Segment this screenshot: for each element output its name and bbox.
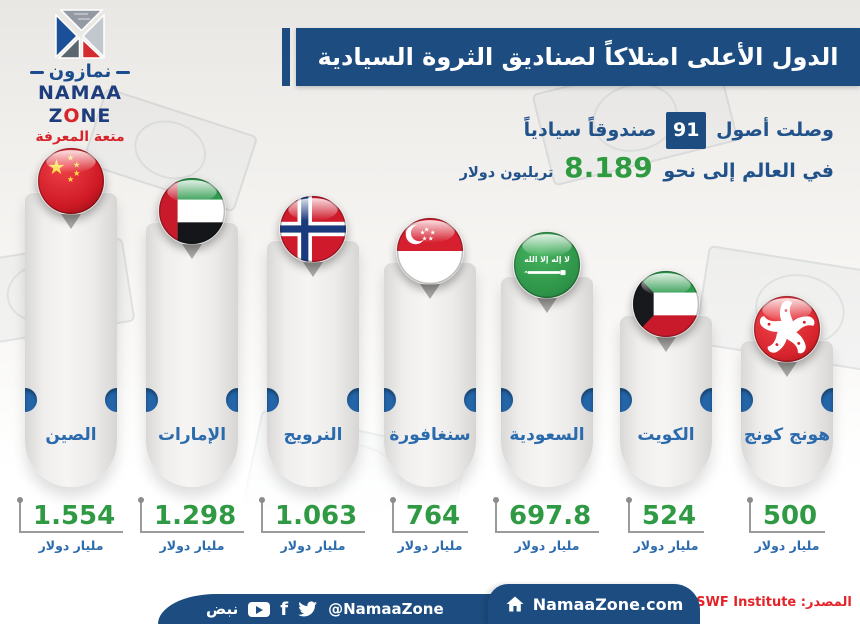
title-bar: الدول الأعلى امتلاكاً لصناديق الثروة الس… [296,28,860,86]
bar-column-china: ★ ★ ★ ★ ★ الصين [25,147,117,487]
namaa-zone-logo: نمازون NAMAA ZONE متعة المعرفة [10,8,150,146]
country-label: النرويج [283,425,343,445]
flag-pointer [420,284,440,299]
bar-column-singapore: ★ ★ ★ ★ ★ سنغافورة [384,217,476,487]
social-handle[interactable]: @NamaaZone [328,600,444,618]
value-number: 697.8 [509,501,592,531]
bar-column-norway: النرويج [267,195,359,487]
brand-latin-name: NAMAA ZONE [38,82,122,127]
source-label: المصدر: [800,595,852,610]
notch-right [821,388,833,412]
nabd-link[interactable]: نبض [206,600,239,618]
value-number: 1.554 [33,501,116,531]
country-label: الصين [45,425,97,445]
brand-arabic-name: نمازون [10,62,150,82]
notch-right [226,388,238,412]
value-stat-uae: 1.298 مليار دولار [137,497,245,553]
value-stat-norway: 1.063 مليار دولار [258,497,366,553]
svg-text:★: ★ [67,174,74,184]
value-stat-singapore: 764 مليار دولار [378,497,482,553]
value-number: 500 [762,501,818,531]
subtitle-line-1: وصلت أصول 91 صندوقاً سيادياً [414,112,834,149]
value-unit: مليار دولار [38,538,104,553]
youtube-icon[interactable] [248,601,271,617]
source-credit: المصدر: SWF Institute [694,595,854,610]
flag-pointer [182,244,202,259]
value-unit: مليار دولار [754,538,820,553]
svg-text:لا إله إلا الله: لا إله إلا الله [524,255,570,264]
bar-column-uae: الإمارات [146,177,238,487]
flag-pointer [61,214,81,229]
notch-right [581,388,593,412]
notch-left [384,388,396,412]
bar-pill [25,192,117,487]
hong-kong-flag-icon [753,295,821,363]
bar-pill [384,262,476,487]
website-link[interactable]: NamaaZone.com [532,594,684,614]
notch-left [146,388,158,412]
subtitle-line-2: في العالم إلى نحو 8.189 تريليون دولار [459,151,834,184]
value-unit: مليار دولار [633,538,699,553]
bar-pill [267,240,359,487]
china-flag-icon: ★ ★ ★ ★ ★ [37,147,105,215]
value-stat-hong-kong: 500 مليار دولار [735,497,839,553]
bar-column-saudi-arabia: لا إله إلا الله السعودية [501,231,593,487]
bar-column-hong-kong: هونج كونج [741,295,833,487]
country-label: السعودية [509,425,585,445]
kuwait-flag-icon [632,270,700,338]
svg-text:★: ★ [73,168,80,178]
value-unit: مليار دولار [159,538,225,553]
country-label: الكويت [637,425,695,445]
home-icon [506,596,524,612]
value-stat-saudi-arabia: 697.8 مليار دولار [492,497,600,553]
uae-flag-icon [158,177,226,245]
page-title: الدول الأعلى امتلاكاً لصناديق الثروة الس… [317,43,839,71]
brand-tagline: متعة المعرفة [35,129,125,145]
namaa-zone-emblem-icon [55,9,105,59]
footer-website-bar[interactable]: NamaaZone.com [488,584,700,624]
notch-right [105,388,117,412]
value-unit: مليار دولار [514,538,580,553]
notch-left [501,388,513,412]
total-value: 8.189 [564,151,653,184]
bar-column-kuwait: الكويت [620,270,712,487]
value-stat-kuwait: 524 مليار دولار [614,497,718,553]
facebook-icon[interactable]: f [280,598,289,620]
singapore-flag-icon: ★ ★ ★ ★ ★ [396,217,464,285]
notch-right [700,388,712,412]
value-number: 1.063 [275,501,358,531]
bar-pill [146,222,238,487]
notch-left [267,388,279,412]
source-name: SWF Institute [696,595,797,610]
saudi-arabia-flag-icon: لا إله إلا الله [513,231,581,299]
value-unit: مليار دولار [280,538,346,553]
country-label: هونج كونج [743,425,831,445]
value-number: 524 [641,501,697,531]
notch-left [620,388,632,412]
value-unit: مليار دولار [397,538,463,553]
flag-pointer [537,298,557,313]
flag-pointer [303,262,323,277]
fund-count-badge: 91 [665,112,707,149]
notch-right [464,388,476,412]
flag-pointer [656,337,676,352]
value-stat-china: 1.554 مليار دولار [16,497,124,553]
subtitle-block: وصلت أصول 91 صندوقاً سيادياً في العالم إ… [414,112,834,192]
notch-left [25,388,37,412]
notch-right [347,388,359,412]
norway-flag-icon [279,195,347,263]
flag-pointer [777,362,797,377]
title-accent-bar [282,28,290,86]
twitter-icon[interactable] [298,601,318,617]
country-label: الإمارات [157,425,227,445]
notch-left [741,388,753,412]
value-number: 764 [405,501,461,531]
value-number: 1.298 [154,501,237,531]
country-label: سنغافورة [389,425,471,445]
